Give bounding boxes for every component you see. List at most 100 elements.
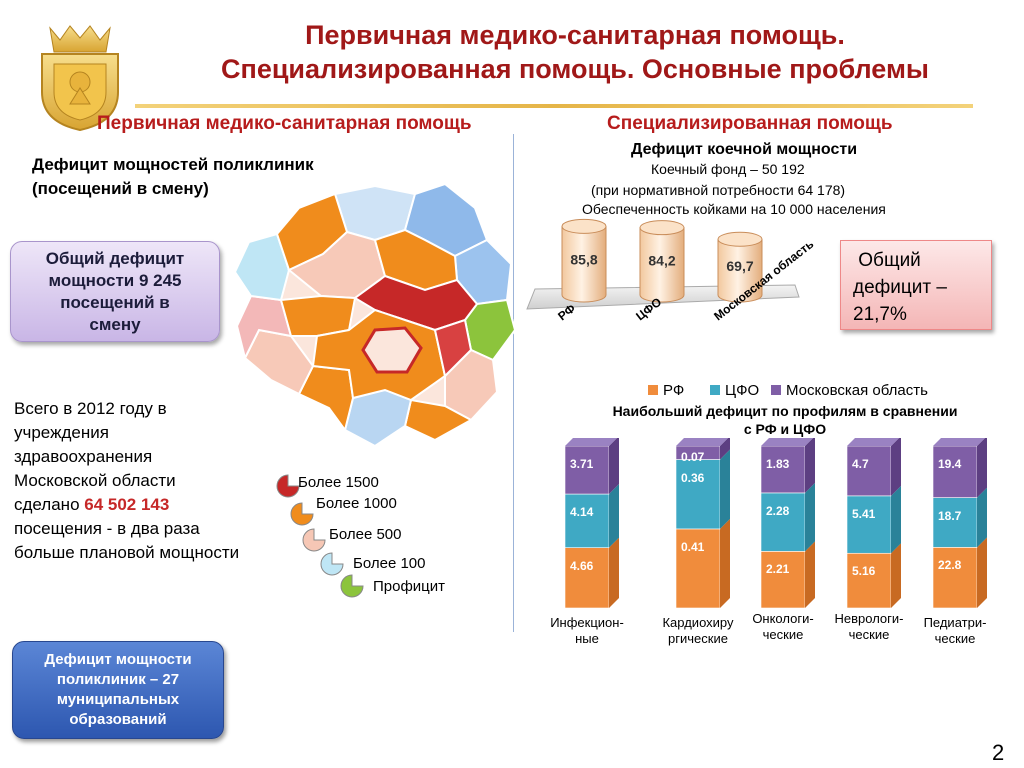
section-title-specialized-care: Специализированная помощь (607, 113, 893, 134)
total-deficit-box: Общий дефицит мощности 9 245 посещений в… (10, 241, 220, 342)
bed-deficit-line-3: 21,7% (853, 304, 907, 325)
chart2-segment-1-1 (675, 459, 721, 530)
chart2-category-label-4: Педиатри-ческие (923, 615, 987, 646)
chart2-value-label-4-2: 19.4 (938, 457, 962, 471)
chart1-bar-1 (639, 220, 685, 303)
bed-norm-line: (при нормативной потребности 64 178) (591, 182, 846, 198)
legend-swatch-cfo (710, 385, 720, 395)
clinic-capacity-heading: Дефицит мощностей поликлиник (посещений … (32, 153, 314, 201)
clinic-capacity-heading-line-1: Дефицит мощностей поликлиник (32, 155, 314, 174)
chart2-value-label-2-2: 1.83 (766, 457, 790, 471)
map-legend-label-surplus: Профицит (373, 578, 446, 595)
chart1-value-label-2: 69,7 (726, 258, 753, 274)
page-title-line-2: Специализированная помощь. Основные проб… (221, 54, 929, 84)
chart2-legend: РФ ЦФО Московская область (648, 382, 968, 402)
page-title: Первичная медико-санитарная помощь. Спец… (150, 18, 1000, 86)
bed-deficit-line-1: Общий (853, 250, 921, 271)
chart2-category-label-3: Неврологи-ческие (834, 611, 904, 642)
bed-deficit-heading: Дефицит коечной мощности (631, 141, 858, 158)
legend-swatch-mo (771, 385, 781, 395)
chart2-bar-3 (846, 438, 901, 609)
moscow-region-map (233, 182, 517, 448)
total-deficit-line-1: Общий дефицит (45, 248, 185, 268)
vertical-divider (513, 134, 514, 632)
municipal-deficit-line-1: Дефицит мощности (44, 651, 192, 668)
legend-item-mo: Московская область (771, 382, 928, 399)
chart2-value-label-0-2: 3.71 (570, 457, 594, 471)
chart2-segment-3-1 (846, 495, 892, 554)
clinic-capacity-heading-line-2: (посещений в смену) (32, 179, 209, 198)
chart2-category-label-1: Кардиохиру ргические (662, 615, 734, 646)
chart2-value-label-3-2: 4.7 (852, 457, 869, 471)
title-divider (135, 104, 973, 108)
chart2-bar-4 (932, 438, 987, 609)
chart2-value-label-0-0: 4.66 (570, 558, 594, 573)
chart2-value-label-2-0: 2.21 (766, 562, 790, 577)
map-legend-label-500: Более 500 (329, 526, 402, 543)
legend-label-mo: Московская область (786, 382, 928, 399)
chart2-bar-0 (564, 438, 619, 609)
total-deficit-line-2: мощности 9 245 (48, 270, 182, 290)
legend-label-rf: РФ (663, 382, 685, 399)
chart2-value-label-2-1: 2.28 (766, 503, 790, 518)
municipal-deficit-line-2: поликлиник – 27 (56, 671, 180, 688)
chart2-value-label-1-1: 0.36 (681, 470, 705, 485)
chart2-title-line-1: Наибольший дефицит по профилям в сравнен… (612, 403, 958, 419)
chart2-segment-0-1 (564, 493, 610, 548)
total-deficit-line-4: смену (89, 314, 141, 334)
map-legend-icon-0 (276, 474, 300, 498)
chart2-segment-4-2 (932, 445, 978, 498)
municipal-deficit-box: Дефицит мощности поликлиник – 27 муницип… (12, 641, 224, 739)
total-bed-deficit-box: Общий дефицит – 21,7% (840, 240, 992, 330)
profile-deficit-chart-labels: 4.66 4.14 3.71 Инфекцион-ные 0.41 0.36 0.07 Кар… (550, 438, 1020, 668)
visits-summary-part-2: посещения - в два раза больше плановой м… (14, 519, 240, 562)
chart2-segment-0-0 (564, 547, 610, 609)
chart2-segment-3-2 (846, 445, 892, 497)
legend-item-cfo: ЦФО (710, 382, 759, 399)
chart1-bar-0 (561, 218, 607, 303)
page-title-line-1: Первичная медико-санитарная помощь. (305, 20, 845, 50)
bed-deficit-line-2: дефицит – (853, 277, 947, 298)
map-legend-icons (276, 474, 364, 598)
total-deficit-line-3: посещений в (60, 292, 170, 312)
chart2-value-label-1-0: 0.41 (681, 539, 705, 554)
chart2-segment-1-0 (675, 528, 721, 609)
map-legend-icon-4 (340, 574, 364, 598)
chart1-value-label-0: 85,8 (570, 252, 597, 268)
chart2-value-label-4-0: 22.8 (938, 558, 962, 573)
chart2-segment-2-1 (760, 492, 806, 552)
chart2-value-label-3-1: 5.41 (852, 506, 876, 521)
map-legend-icon-2 (302, 528, 326, 552)
chart2-title: Наибольший дефицит по профилям в сравнен… (560, 402, 1010, 438)
legend-swatch-rf (648, 385, 658, 395)
chart1-bar-2 (717, 231, 763, 303)
section-title-primary-care: Первичная медико-санитарная помощь (97, 113, 472, 134)
bed-fund-line: Коечный фонд – 50 192 (651, 161, 805, 177)
page-number: 2 (992, 740, 1005, 765)
visits-summary-text: Всего в 2012 году в учреждения здравоохр… (14, 397, 244, 565)
municipal-deficit-line-4: образований (69, 711, 167, 728)
chart2-bar-2 (760, 438, 815, 609)
visits-summary-part-1: Всего в 2012 году в учреждения здравоохр… (14, 399, 176, 514)
chart2-segment-2-2 (760, 445, 806, 494)
municipal-deficit-line-3: муниципальных (56, 691, 180, 708)
chart2-value-label-4-1: 18.7 (938, 508, 962, 523)
map-legend-icon-3 (320, 552, 344, 576)
legend-label-cfo: ЦФО (725, 382, 760, 399)
chart1-title: Обеспеченность койками на 10 000 населен… (582, 201, 886, 217)
map-legend-label-100: Более 100 (353, 555, 426, 572)
chart2-value-label-3-0: 5.16 (852, 564, 876, 579)
chart2-value-label-0-1: 4.14 (570, 505, 594, 520)
map-legend-label-1500: Более 1500 (298, 474, 379, 491)
chart2-title-line-2: с РФ и ЦФО (743, 421, 827, 437)
chart2-segment-0-2 (564, 445, 610, 495)
profile-deficit-chart (564, 438, 987, 609)
chart2-segment-2-0 (760, 551, 806, 609)
chart2-bar-1 (675, 438, 730, 609)
chart2-category-label-2: Онкологи-ческие (752, 611, 814, 642)
chart2-category-label-0: Инфекцион-ные (550, 615, 624, 646)
map-legend-label-1000: Более 1000 (316, 495, 397, 512)
chart2-value-label-1-2: 0.07 (681, 450, 705, 465)
chart1-value-label-1: 84,2 (648, 252, 675, 268)
